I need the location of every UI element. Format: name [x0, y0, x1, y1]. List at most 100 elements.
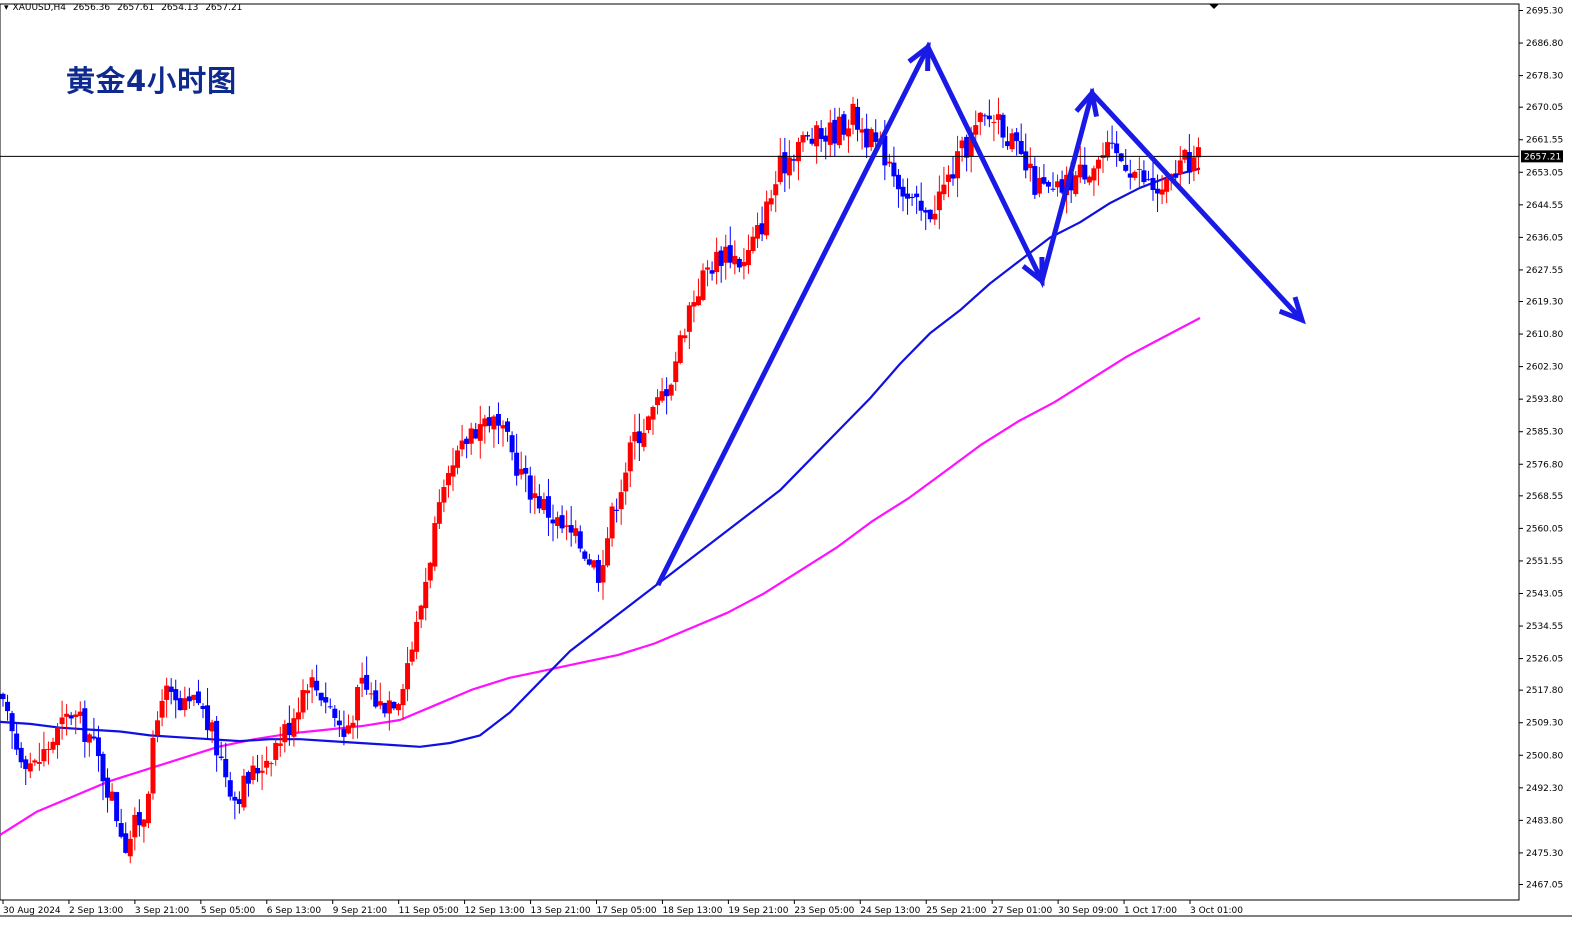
ma-fast-line [0, 167, 1201, 748]
candle-body [286, 722, 292, 736]
candle-body [741, 261, 747, 267]
candle-body [477, 424, 483, 441]
candle-body [245, 772, 251, 784]
candle-body [86, 734, 92, 743]
candle-body [114, 792, 120, 822]
arrow-head-up-icon [1074, 87, 1099, 118]
candle-body [805, 135, 811, 137]
candle-body [564, 525, 570, 527]
candle-body [1145, 179, 1151, 181]
candle-body [436, 502, 442, 524]
y-tick-label: 2568.55 [1526, 492, 1563, 502]
y-tick-label: 2467.05 [1526, 880, 1563, 890]
candle-body [377, 701, 383, 706]
candle-body [364, 674, 370, 690]
candle-body [509, 435, 515, 453]
candle-body [1136, 168, 1142, 170]
candle-body [464, 438, 470, 445]
candle-body [432, 523, 438, 567]
candle-body [714, 251, 720, 273]
x-tick-label: 2 Sep 13:00 [69, 906, 124, 916]
candle-body [623, 472, 629, 492]
candle-body [123, 833, 129, 853]
y-tick-label: 2644.55 [1526, 201, 1563, 211]
x-tick-label: 30 Sep 09:00 [1058, 906, 1118, 916]
candle-body [1186, 152, 1192, 173]
x-tick-label: 5 Sep 05:00 [201, 906, 256, 916]
candle-body [273, 742, 279, 760]
y-tick-label: 2475.30 [1526, 849, 1563, 859]
y-tick-label: 2695.30 [1526, 7, 1563, 17]
candle-body [809, 138, 815, 144]
candle-body [609, 506, 615, 539]
y-tick-label: 2483.80 [1526, 816, 1563, 826]
candle-body [373, 690, 379, 707]
candle-body [341, 728, 347, 737]
candle-body [832, 119, 838, 144]
candle-body [859, 129, 865, 133]
y-tick-label: 2526.05 [1526, 655, 1563, 665]
candle-body [414, 621, 420, 652]
candle-body [5, 701, 11, 712]
candle-body [241, 775, 247, 808]
candle-body [36, 761, 42, 764]
candle-body [495, 413, 501, 426]
candle-body [914, 193, 920, 198]
candle-body [164, 685, 170, 700]
y-tick-label: 2492.30 [1526, 784, 1563, 794]
x-tick-label: 25 Sep 21:00 [926, 906, 986, 916]
candle-body [1118, 153, 1124, 162]
y-tick-label: 2610.80 [1526, 330, 1563, 340]
candle-body [786, 157, 792, 176]
trend-arrows [655, 41, 1306, 587]
candle-body [886, 161, 892, 164]
candle-body [141, 819, 147, 827]
candle-body [745, 250, 751, 266]
candle-body [418, 605, 424, 620]
candle-body [350, 722, 356, 728]
candle-body [718, 250, 724, 266]
candle-body [873, 132, 879, 142]
candle-body [450, 465, 456, 477]
candle-body [1182, 149, 1188, 160]
candle-body [236, 799, 242, 804]
candle-body [323, 697, 329, 703]
candle-body [95, 737, 101, 757]
candle-body [359, 677, 365, 684]
candle-body [18, 747, 24, 763]
candle-body [977, 112, 983, 122]
candle-body [573, 528, 579, 536]
candle-body [382, 702, 388, 714]
y-tick-label: 2500.80 [1526, 751, 1563, 761]
close-value: 2657.21 [205, 3, 243, 13]
candle-body [668, 384, 674, 396]
y-tick-label: 2653.05 [1526, 168, 1563, 178]
candle-body [995, 114, 1001, 120]
price-tag-label: 2657.21 [1524, 152, 1561, 162]
candle-body [82, 708, 88, 742]
candle-body [205, 705, 211, 731]
candle-body [182, 698, 188, 711]
candle-body [891, 162, 897, 177]
high-value: 2657.61 [117, 3, 155, 13]
candle-body [1177, 160, 1183, 175]
candle-body [641, 432, 647, 447]
candle-body [132, 814, 138, 838]
y-tick-label: 2661.55 [1526, 136, 1563, 146]
candle-body [1023, 151, 1029, 171]
candle-body [964, 136, 970, 158]
time-axis[interactable]: 30 Aug 2024 2 Sep 13:00 3 Sep 21:00 5 Sep 0… [2, 900, 1243, 916]
y-tick-label: 2627.55 [1526, 266, 1563, 276]
candle-body [591, 560, 597, 568]
candle-body [1027, 163, 1033, 169]
candle-body [482, 418, 488, 427]
price-axis[interactable]: 2695.30 2686.80 2678.30 2670.05 2661.55 2653.… [1519, 7, 1563, 891]
price-tag-box [1521, 150, 1563, 163]
candle-body [945, 174, 951, 182]
candle-body [309, 677, 315, 688]
candle-body [332, 708, 338, 719]
candle-body [91, 736, 97, 739]
chart-shift-marker-icon[interactable] [1209, 4, 1219, 9]
candle-body [991, 121, 997, 123]
